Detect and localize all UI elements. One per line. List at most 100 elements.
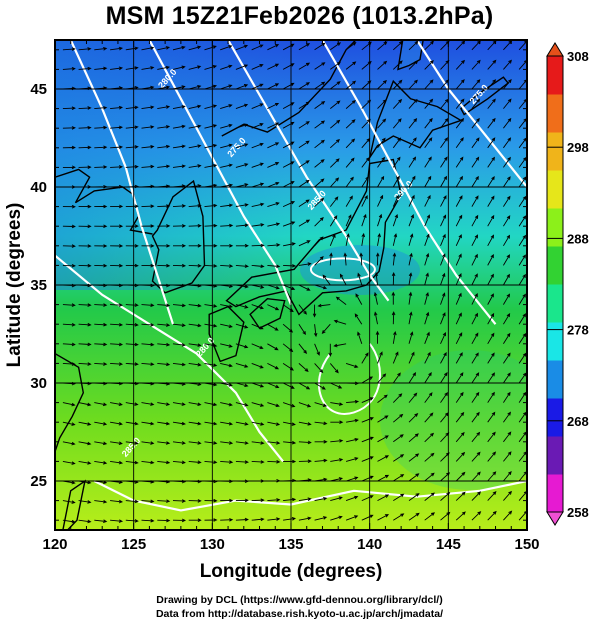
wind-arrow (94, 224, 108, 229)
wind-arrow (188, 362, 202, 367)
colorbar-label: 258 (567, 505, 589, 520)
wind-arrow (440, 156, 448, 168)
wind-arrow (440, 253, 446, 266)
wind-arrow (455, 491, 466, 501)
wind-arrow (440, 352, 447, 364)
wind-arrow (141, 323, 155, 327)
wind-arrow (298, 284, 311, 291)
wind-arrow (141, 402, 155, 406)
wind-arrow (455, 511, 466, 521)
wind-arrow (188, 45, 202, 51)
wind-arrow (503, 234, 511, 247)
wind-arrow (471, 79, 481, 90)
wind-arrow (125, 323, 139, 327)
wind-arrow (125, 519, 139, 523)
wind-arrow (235, 362, 249, 368)
wind-arrow (392, 372, 401, 384)
wind-arrow (503, 411, 512, 423)
wind-arrow (220, 163, 233, 168)
wind-arrow (94, 519, 108, 524)
wind-arrow (157, 125, 171, 129)
wind-arrow (424, 412, 434, 423)
wind-arrow (220, 402, 233, 407)
wind-arrow (220, 460, 234, 464)
coastline-3 (225, 158, 402, 316)
wind-arrow (204, 421, 218, 426)
wind-arrow (251, 243, 265, 248)
wind-arrow (455, 137, 464, 149)
wind-arrow (220, 84, 233, 90)
wind-arrow (455, 332, 463, 345)
wind-arrow (471, 292, 478, 305)
wind-arrow (471, 214, 479, 227)
wind-arrow (110, 244, 124, 248)
wind-arrow (455, 156, 464, 168)
wind-arrow (298, 497, 312, 502)
wind-arrow (282, 141, 295, 149)
wind-arrow (424, 372, 432, 384)
wind-arrow (188, 402, 202, 407)
wind-arrow (377, 79, 387, 90)
wind-arrow (235, 402, 249, 407)
wind-arrow (282, 121, 295, 129)
wind-arrow (393, 474, 405, 482)
wind-arrow (329, 215, 338, 227)
wind-arrow (424, 214, 431, 227)
wind-arrow (94, 66, 108, 71)
wind-arrow (424, 331, 430, 344)
wind-arrow (424, 194, 431, 207)
wind-arrow (235, 163, 249, 168)
wind-arrow (267, 382, 280, 389)
wind-arrow (392, 60, 403, 70)
wind-arrow (141, 244, 155, 248)
wind-arrow (220, 223, 234, 228)
wind-arrow (471, 253, 478, 266)
wind-arrow (141, 362, 155, 366)
wind-arrow (267, 142, 280, 149)
wind-arrow (125, 145, 139, 149)
wind-arrow (157, 421, 171, 426)
wind-arrow (188, 421, 202, 426)
wind-arrow (267, 421, 281, 426)
wind-arrow (188, 460, 202, 465)
wind-arrow (141, 441, 155, 445)
wind-arrow (78, 106, 92, 110)
wind-arrow (94, 460, 108, 465)
y-tick-label: 30 (30, 375, 47, 392)
wind-arrow (487, 254, 494, 266)
wind-arrow (503, 431, 512, 443)
wind-arrow (298, 440, 312, 445)
wind-arrow (392, 252, 397, 266)
axes: 120 125 130 135 140 145 150 25 30 35 40 45 Longitude… (4, 40, 540, 582)
wind-arrow (455, 195, 463, 207)
wind-arrow (251, 382, 265, 388)
wind-arrow (377, 474, 390, 482)
wind-arrow (503, 156, 511, 168)
wind-arrow (330, 402, 344, 406)
wind-arrow (110, 66, 124, 71)
wind-arrow (392, 118, 402, 129)
wind-arrow (188, 144, 202, 149)
wind-arrow (357, 272, 363, 286)
wind-arrow (471, 175, 479, 188)
wind-arrow (251, 142, 264, 149)
wind-arrow (314, 62, 326, 70)
wind-arrow (204, 362, 218, 367)
wind-arrow (345, 362, 359, 368)
wind-arrow (157, 144, 171, 149)
wind-arrow (377, 213, 383, 227)
wind-arrow (333, 319, 347, 325)
colorbar-segment (547, 360, 563, 399)
wind-arrow (251, 182, 265, 188)
wind-arrow (471, 451, 481, 462)
wind-arrow (440, 272, 446, 286)
isotherm-2 (227, 40, 390, 302)
wind-arrow (62, 264, 76, 268)
wind-arrow (440, 175, 448, 188)
wind-arrow (267, 264, 281, 269)
wind-arrow (141, 46, 155, 51)
wind-arrow (78, 421, 92, 426)
wind-arrow (172, 263, 187, 268)
wind-arrow (235, 243, 249, 248)
wind-arrow (220, 441, 234, 445)
